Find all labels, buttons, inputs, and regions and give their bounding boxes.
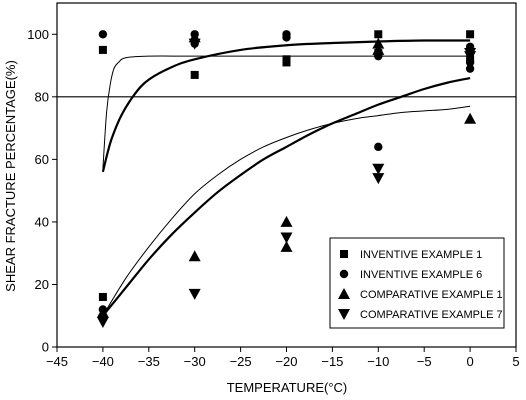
- data-point-square-2: [99, 293, 107, 301]
- legend-marker-square: [340, 250, 348, 258]
- data-point-triangle-up-8: [464, 113, 476, 124]
- y-tick-label: 40: [35, 214, 49, 229]
- x-tick-label: −20: [275, 354, 297, 369]
- x-axis-title: TEMPERATURE(°C): [227, 380, 348, 395]
- y-tick-label: 20: [35, 277, 49, 292]
- data-point-triangle-down-6: [372, 173, 384, 184]
- x-tick-label: −30: [184, 354, 206, 369]
- data-point-circle-6: [282, 33, 290, 41]
- data-point-square-6: [374, 30, 382, 38]
- data-point-triangle-down-4: [281, 233, 293, 244]
- legend-label: INVENTIVE EXAMPLE 1: [360, 249, 482, 261]
- y-tick-label: 60: [35, 152, 49, 167]
- data-point-triangle-up-4: [281, 216, 293, 227]
- data-point-triangle-down-2: [189, 39, 201, 50]
- data-point-triangle-up-3: [189, 250, 201, 261]
- data-point-triangle-down-1: [97, 317, 109, 328]
- y-tick-label: 100: [27, 27, 49, 42]
- legend-marker-circle: [340, 270, 348, 278]
- data-point-square-8: [466, 30, 474, 38]
- data-point-circle-9: [374, 143, 382, 151]
- y-tick-label: 0: [42, 340, 49, 355]
- x-tick-label: −10: [367, 354, 389, 369]
- data-point-triangle-down-8: [464, 51, 476, 62]
- x-tick-label: −45: [46, 354, 68, 369]
- y-axis-title: SHEAR FRACTURE PERCENTAGE(%): [3, 60, 18, 292]
- x-tick-label: −15: [321, 354, 343, 369]
- data-point-triangle-down-3: [189, 289, 201, 300]
- x-tick-label: −35: [138, 354, 160, 369]
- x-tick-label: 0: [466, 354, 473, 369]
- x-tick-label: −40: [92, 354, 114, 369]
- data-point-square-1: [99, 46, 107, 54]
- legend-label: COMPARATIVE EXAMPLE 7: [360, 309, 503, 321]
- y-tick-label: 80: [35, 89, 49, 104]
- legend-label: INVENTIVE EXAMPLE 6: [360, 269, 482, 281]
- data-point-circle-12: [466, 64, 474, 72]
- data-point-square-3: [191, 71, 199, 79]
- data-point-square-5: [283, 58, 291, 66]
- x-tick-label: 5: [512, 354, 519, 369]
- data-point-circle-1: [99, 30, 107, 38]
- legend: INVENTIVE EXAMPLE 1 INVENTIVE EXAMPLE 6 CO…: [330, 238, 504, 328]
- legend-label: COMPARATIVE EXAMPLE 1: [360, 289, 503, 301]
- x-tick-label: −5: [417, 354, 432, 369]
- data-point-triangle-down-5: [372, 164, 384, 175]
- x-tick-label: −25: [230, 354, 252, 369]
